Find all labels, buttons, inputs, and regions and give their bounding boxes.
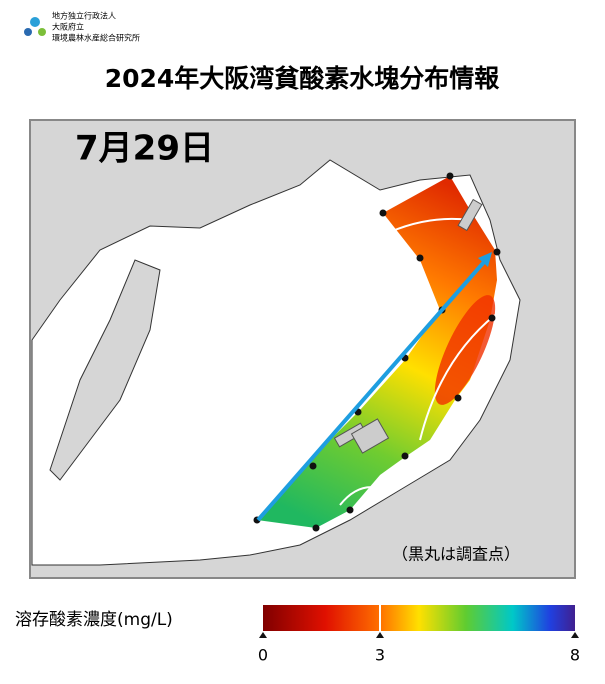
- logo: [24, 17, 46, 36]
- colorbar: [263, 605, 575, 631]
- colorbar-ticks: 0 3 8: [258, 605, 580, 665]
- title: 2024年大阪湾貧酸素水塊分布情報: [105, 64, 501, 93]
- tick-mark: [571, 632, 579, 638]
- tick-label: 8: [570, 646, 580, 665]
- map: [29, 119, 576, 579]
- note: （黒丸は調査点）: [392, 545, 520, 564]
- colorbar-label: 溶存酸素濃度(mg/L): [15, 610, 173, 630]
- date: 7月29日: [75, 129, 214, 169]
- tick-mark: [376, 632, 384, 638]
- tick-mark: [259, 632, 267, 638]
- tick-label: 3: [375, 646, 385, 665]
- org-line: 地方独立行政法人: [52, 11, 116, 21]
- org-line: 環境農林水産総合研究所: [52, 33, 140, 43]
- org-line: 大阪府立: [52, 22, 84, 32]
- tick-label: 0: [258, 646, 268, 665]
